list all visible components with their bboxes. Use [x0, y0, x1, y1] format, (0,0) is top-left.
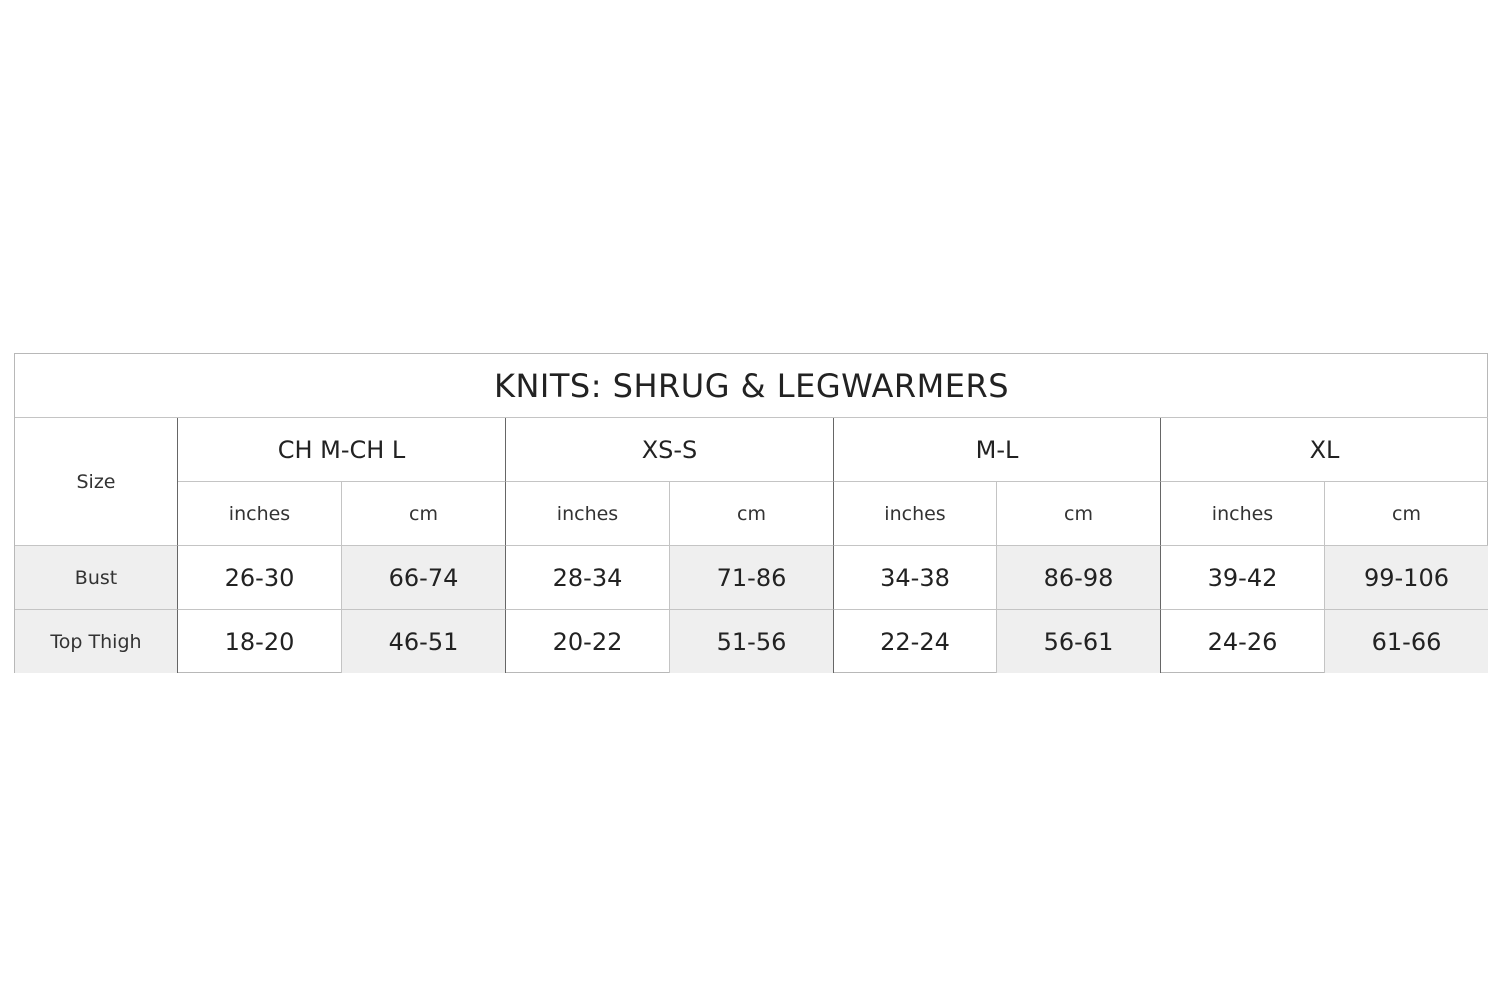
table-cell: 99-106	[1325, 546, 1488, 610]
unit-header-inches: inches	[506, 482, 670, 546]
unit-header-inches: inches	[178, 482, 342, 546]
table-cell: 34-38	[834, 546, 997, 610]
table-cell: 66-74	[342, 546, 506, 610]
table-cell: 61-66	[1325, 610, 1488, 673]
table-cell: 28-34	[506, 546, 670, 610]
table-cell: 18-20	[178, 610, 342, 673]
unit-header-inches: inches	[1161, 482, 1325, 546]
table-cell: 22-24	[834, 610, 997, 673]
table-cell: 24-26	[1161, 610, 1325, 673]
unit-header-cm: cm	[670, 482, 834, 546]
size-group-header: XS-S	[506, 418, 834, 482]
table-cell: 20-22	[506, 610, 670, 673]
table-cell: 26-30	[178, 546, 342, 610]
table-cell: 86-98	[997, 546, 1161, 610]
unit-header-cm: cm	[1325, 482, 1488, 546]
size-group-header: M-L	[834, 418, 1161, 482]
size-group-header: XL	[1161, 418, 1488, 482]
table-cell: 39-42	[1161, 546, 1325, 610]
size-chart-table: KNITS: SHRUG & LEGWARMERS Size CH M-CH L XS…	[14, 353, 1488, 673]
unit-header-cm: cm	[342, 482, 506, 546]
size-group-header: CH M-CH L	[178, 418, 506, 482]
size-header: Size	[15, 418, 178, 546]
table-cell: 51-56	[670, 610, 834, 673]
unit-header-cm: cm	[997, 482, 1161, 546]
row-label: Top Thigh	[15, 610, 178, 673]
row-label: Bust	[15, 546, 178, 610]
table-cell: 71-86	[670, 546, 834, 610]
table-title: KNITS: SHRUG & LEGWARMERS	[15, 354, 1488, 418]
unit-header-inches: inches	[834, 482, 997, 546]
table-cell: 56-61	[997, 610, 1161, 673]
table-cell: 46-51	[342, 610, 506, 673]
